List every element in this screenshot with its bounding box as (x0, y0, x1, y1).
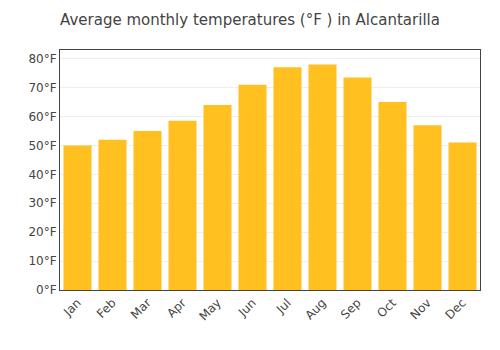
svg-text:Sep: Sep (338, 296, 364, 322)
svg-text:Mar: Mar (128, 296, 154, 322)
svg-text:May: May (196, 296, 223, 323)
svg-text:20°F: 20°F (28, 225, 56, 239)
svg-text:Jun: Jun (235, 296, 259, 320)
svg-text:50°F: 50°F (28, 139, 56, 153)
svg-text:Feb: Feb (94, 296, 119, 321)
svg-text:Nov: Nov (407, 296, 433, 322)
svg-text:Apr: Apr (164, 296, 189, 321)
svg-text:Aug: Aug (302, 296, 328, 322)
svg-text:70°F: 70°F (28, 81, 56, 95)
svg-text:10°F: 10°F (28, 254, 56, 268)
svg-text:30°F: 30°F (28, 196, 56, 210)
svg-text:Jan: Jan (60, 296, 84, 320)
svg-text:80°F: 80°F (28, 52, 56, 66)
svg-text:Dec: Dec (443, 296, 469, 322)
svg-text:40°F: 40°F (28, 168, 56, 182)
svg-text:Average monthly temperatures (: Average monthly temperatures (°F ) in Al… (60, 11, 440, 29)
svg-text:60°F: 60°F (28, 110, 56, 124)
svg-text:Oct: Oct (374, 296, 399, 321)
svg-text:Jul: Jul (273, 296, 294, 317)
svg-text:0°F: 0°F (36, 283, 57, 297)
